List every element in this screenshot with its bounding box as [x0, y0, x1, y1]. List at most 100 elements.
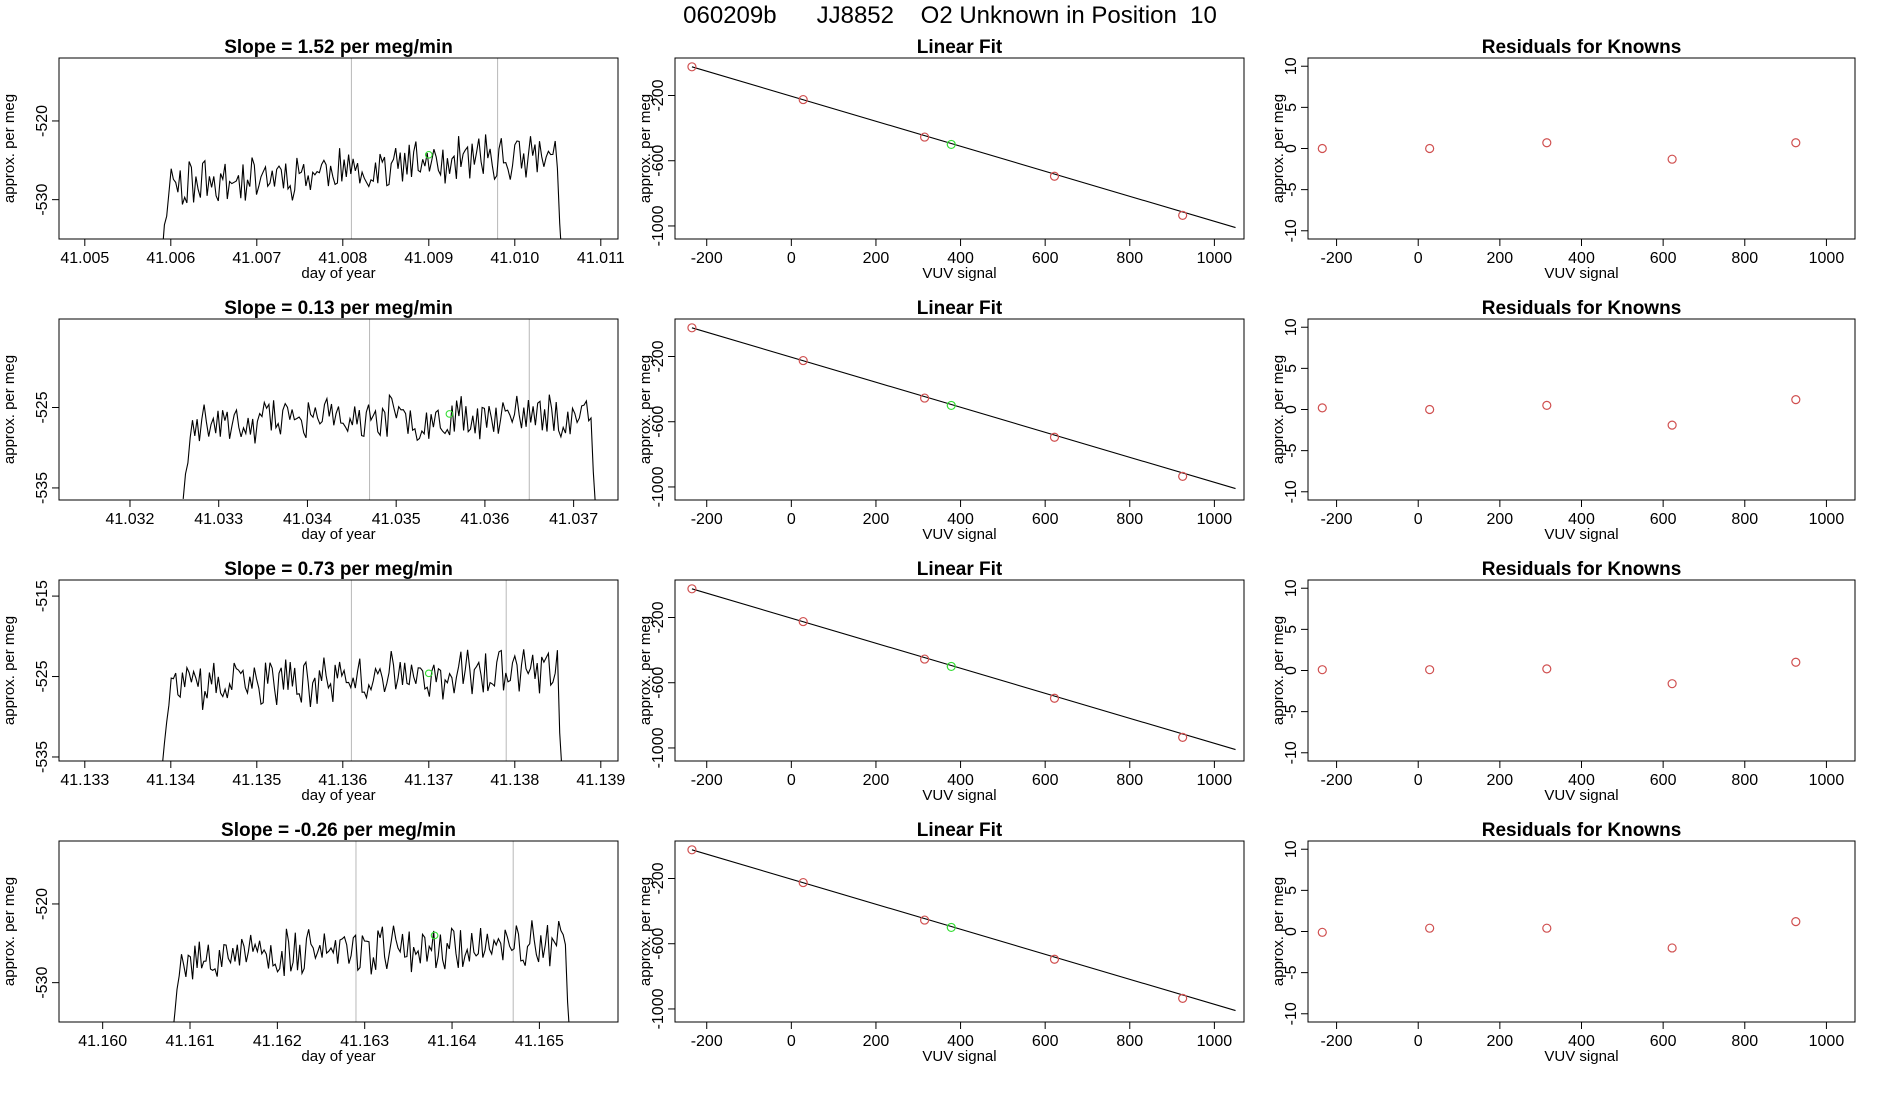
- known-point: [1178, 210, 1188, 220]
- x-tick-label: 1000: [1809, 250, 1845, 267]
- x-tick-label: 200: [863, 511, 890, 528]
- x-tick-label: 41.010: [490, 250, 539, 267]
- y-tick-label: 0: [1283, 666, 1300, 675]
- plot-frame: [58, 579, 619, 762]
- known-point: [1178, 732, 1188, 742]
- y-tick-label: -200: [650, 79, 667, 111]
- known-point: [798, 94, 808, 105]
- known-point: [687, 62, 697, 72]
- plot-frame: [1307, 579, 1856, 762]
- x-tick-label: 41.007: [232, 250, 281, 267]
- y-tick-label: -5: [1283, 965, 1300, 979]
- x-tick-label: 41.005: [60, 250, 109, 267]
- data-series-line: [173, 920, 570, 1022]
- x-tick-label: 400: [1568, 772, 1595, 789]
- plot-title: Residuals for Knowns: [1482, 820, 1682, 841]
- x-axis-label: day of year: [301, 526, 375, 543]
- residuals-plot-4: Residuals for Knowns-200 0 200 400 600 800 100…: [1270, 820, 1856, 1065]
- timeseries-plot-4: Slope = -0.26 per meg/min 41.160 41.161 41.…: [1, 820, 619, 1065]
- x-tick-label: 0: [1414, 772, 1423, 789]
- x-tick-label: 1000: [1197, 772, 1233, 789]
- x-tick-label: 400: [1568, 1033, 1595, 1050]
- data-series-line: [162, 649, 562, 761]
- data-series-line: [162, 134, 562, 239]
- known-point: [1049, 954, 1060, 964]
- y-axis-label: approx. per meg: [637, 877, 654, 986]
- x-tick-label: 800: [1116, 1033, 1143, 1050]
- x-tick-label: 41.163: [340, 1033, 389, 1050]
- known-point: [1542, 923, 1552, 933]
- y-tick-label: -600: [650, 145, 667, 177]
- x-tick-label: 41.036: [460, 511, 509, 528]
- x-tick-label: 41.161: [166, 1033, 215, 1050]
- known-point: [1667, 420, 1677, 430]
- y-axis-label: approx. per meg: [1, 877, 18, 986]
- known-point: [919, 132, 930, 142]
- residuals-plot-1: Residuals for Knowns-200 0 200 400 600 800 100…: [1270, 37, 1856, 282]
- y-tick-label: -5: [1283, 443, 1300, 457]
- timeseries-plot-2: Slope = 0.13 per meg/min 41.032 41.033 41.0…: [1, 298, 619, 543]
- plot-title: Residuals for Knowns: [1482, 298, 1682, 319]
- x-tick-label: 41.137: [404, 772, 453, 789]
- y-axis-label: approx. per meg: [1270, 355, 1287, 464]
- known-point: [1542, 664, 1552, 674]
- y-axis-label: approx. per meg: [1, 94, 18, 203]
- known-point: [1667, 154, 1677, 164]
- y-tick-label: -10: [1283, 480, 1300, 503]
- x-tick-label: 600: [1032, 772, 1059, 789]
- x-tick-label: 41.032: [106, 511, 155, 528]
- known-point: [919, 654, 930, 664]
- plot-title: Slope = -0.26 per meg/min: [221, 820, 456, 841]
- y-axis-label: approx. per meg: [1, 355, 18, 464]
- plot-title: Linear Fit: [917, 820, 1003, 841]
- known-point: [1542, 400, 1552, 410]
- x-tick-label: -200: [691, 1033, 723, 1050]
- x-tick-label: 0: [787, 511, 796, 528]
- y-tick-label: -200: [650, 862, 667, 894]
- unknown-point: [946, 922, 956, 933]
- x-tick-label: 41.139: [576, 772, 625, 789]
- y-tick-label: -535: [34, 472, 51, 504]
- linear-fit-plot-1: Linear Fit -200 0 200 400 600 800 1000 VUV signa…: [637, 37, 1245, 282]
- known-point: [1425, 143, 1435, 154]
- y-tick-label: -600: [650, 667, 667, 699]
- y-tick-label: -1000: [650, 205, 667, 246]
- x-tick-label: 800: [1731, 1033, 1758, 1050]
- y-tick-label: -600: [650, 406, 667, 438]
- x-tick-label: 800: [1116, 250, 1143, 267]
- known-point: [1791, 138, 1801, 148]
- y-tick-label: -535: [34, 741, 51, 773]
- plot-frame: [674, 318, 1245, 501]
- x-tick-label: 800: [1731, 772, 1758, 789]
- x-tick-label: 600: [1650, 511, 1677, 528]
- known-point: [1049, 432, 1060, 442]
- plot-frame: [1307, 318, 1856, 501]
- known-point: [1542, 138, 1552, 148]
- y-tick-label: -200: [650, 340, 667, 372]
- plot-title: Residuals for Knowns: [1482, 559, 1682, 580]
- y-tick-label: -10: [1283, 219, 1300, 242]
- known-point: [1178, 471, 1188, 481]
- x-tick-label: 41.164: [428, 1033, 477, 1050]
- plot-title: Linear Fit: [917, 559, 1003, 580]
- y-tick-label: -5: [1283, 182, 1300, 196]
- y-tick-label: -600: [650, 928, 667, 960]
- x-tick-label: 41.011: [577, 250, 625, 267]
- x-tick-label: 41.009: [404, 250, 453, 267]
- x-tick-label: 41.160: [78, 1033, 127, 1050]
- y-axis-label: approx. per meg: [1270, 94, 1287, 203]
- y-tick-label: -525: [34, 660, 51, 692]
- unknown-marker: [424, 669, 433, 678]
- y-tick-label: -10: [1283, 1002, 1300, 1025]
- known-point: [1178, 993, 1188, 1003]
- x-tick-label: 200: [1487, 1033, 1514, 1050]
- x-tick-label: 1000: [1809, 1033, 1845, 1050]
- y-tick-label: -530: [34, 184, 51, 216]
- x-tick-label: -200: [1321, 1033, 1353, 1050]
- known-point: [1317, 403, 1327, 413]
- known-point: [1791, 917, 1801, 927]
- y-axis-label: approx. per meg: [637, 94, 654, 203]
- x-tick-label: 600: [1650, 1033, 1677, 1050]
- x-tick-label: 0: [1414, 511, 1423, 528]
- x-tick-label: 41.037: [549, 511, 598, 528]
